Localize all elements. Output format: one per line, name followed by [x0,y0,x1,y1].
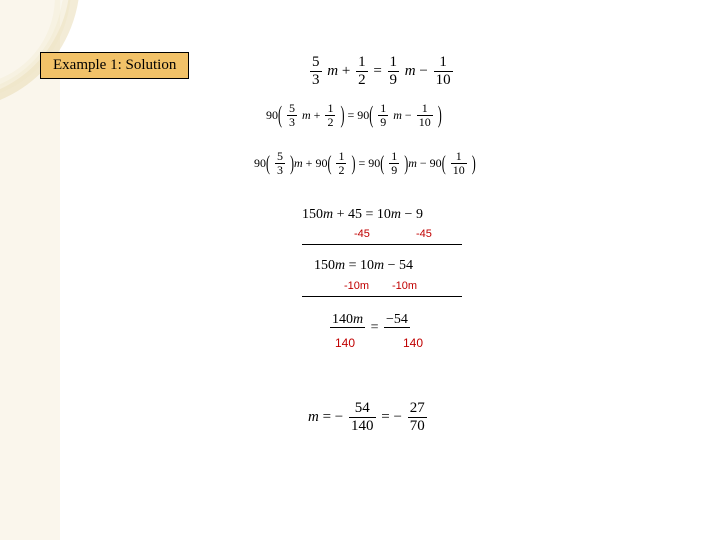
eq7-n1: 54 [349,400,376,418]
eq1-d2: 2 [356,72,368,89]
eq3-m1: m [294,156,303,171]
eq3: 90( 53 )m + 90( 12 ) = 90( 19 )m − 90( 1… [254,150,476,177]
eq2-eq: = 90 [347,108,369,123]
eq4: 150m + 45 = 10m − 9 [302,207,423,223]
eq7-eq2: = − [381,409,402,426]
eq3-d4: 10 [451,164,467,177]
eq3-minus90: − 90 [420,156,442,171]
eq6-nr: −54 [384,312,410,328]
eq2-m1: m [302,108,311,123]
eq1-m2: m [405,63,416,80]
eq1-n4: 1 [434,54,453,72]
eq7-n2: 27 [408,400,427,418]
eq1-d1: 3 [310,72,322,89]
eq1-n1: 5 [310,54,322,72]
eq7-d1: 140 [349,418,376,435]
eq3-d3: 9 [389,164,399,177]
step1-right: -45 [416,228,432,240]
eq2: 90( 53 m + 12 ) = 90( 19 m − 110 ) [266,102,442,129]
eq3-m2: m [408,156,417,171]
eq6-nl: 140m [330,312,365,328]
eq1-n3: 1 [388,54,400,72]
eq3-d1: 3 [275,164,285,177]
eq2-d1: 3 [287,116,297,129]
rule2 [302,296,462,297]
eq2-n1: 5 [287,102,297,116]
eq2-n4: 1 [417,102,433,116]
eq2-n2: 1 [325,102,335,116]
eq2-d3: 9 [378,116,388,129]
eq2-plus: + [314,108,321,123]
step2-left: -10m [344,280,369,292]
eq3-d2: 2 [336,164,346,177]
eq6-eq: = [371,320,379,336]
eq3-n1: 5 [275,150,285,164]
eq2-90a: 90 [266,108,278,123]
eq2-minus: − [405,108,412,123]
eq3-90a: 90 [254,156,266,171]
eq2-d4: 10 [417,116,433,129]
eq1-eq: = [373,63,381,80]
eq7-eq1: = − [323,409,344,426]
eq3-n2: 1 [336,150,346,164]
title-box: Example 1: Solution [40,52,189,79]
eq5-text: 150m = 10m − 54 [314,258,413,273]
step3-left: 140 [335,336,355,350]
step1-left: -45 [354,228,370,240]
eq1-plus: + [342,63,350,80]
eq2-n3: 1 [378,102,388,116]
eq3-plus90: + 90 [306,156,328,171]
eq7: m = − 54140 = − 2770 [308,400,429,434]
eq3-eq90: = 90 [358,156,380,171]
title-text: Example 1: Solution [53,57,176,73]
eq3-n3: 1 [389,150,399,164]
eq1: 53 m + 12 = 19 m − 110 [308,54,455,88]
eq2-m2: m [393,108,402,123]
step3-right: 140 [403,336,423,350]
eq1-m1: m [327,63,338,80]
eq1-n2: 1 [356,54,368,72]
step2-right: -10m [392,280,417,292]
rule1 [302,244,462,245]
eq3-n4: 1 [451,150,467,164]
eq2-d2: 2 [325,116,335,129]
eq1-d3: 9 [388,72,400,89]
eq4-text: 150m + 45 = 10m − 9 [302,207,423,222]
eq1-d4: 10 [434,72,453,89]
eq5: 150m = 10m − 54 [314,258,413,274]
eq1-minus: − [419,63,427,80]
eq7-d2: 70 [408,418,427,435]
eq7-m: m [308,409,319,426]
